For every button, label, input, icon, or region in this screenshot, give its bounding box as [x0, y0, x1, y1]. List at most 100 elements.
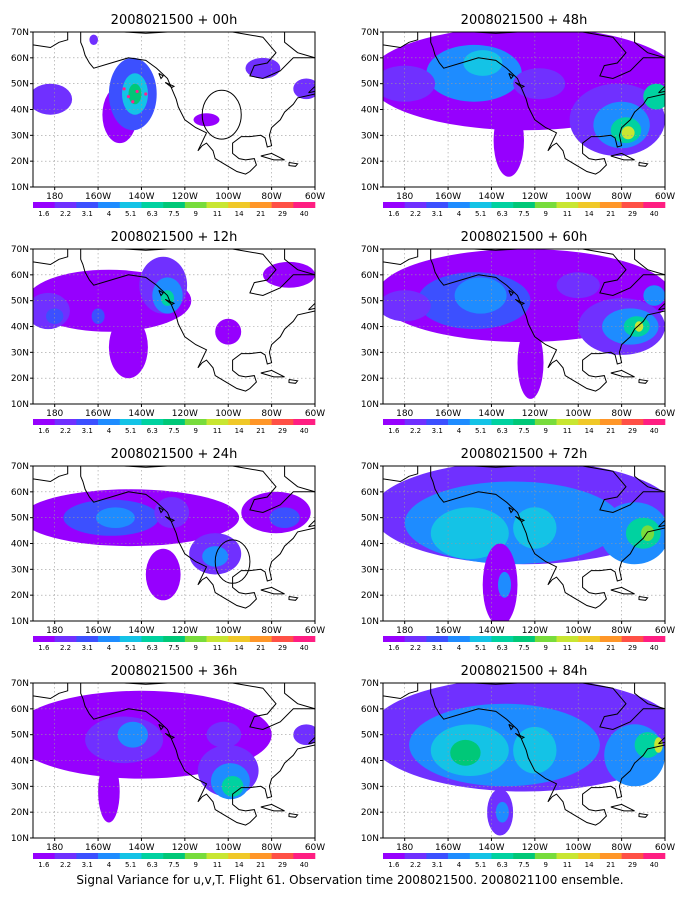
colorbar-swatch	[491, 853, 514, 859]
coastline	[284, 32, 315, 59]
colorbar-swatch	[98, 419, 121, 425]
y-tick-label: 40N	[361, 323, 379, 333]
colorbar-label: 14	[585, 861, 594, 869]
colorbar-swatch	[228, 419, 251, 425]
colorbar-swatch	[534, 419, 557, 425]
x-tick-label: 160W	[85, 626, 111, 636]
map-panel: 2008021500 + 48h 10N 20N 30N 40N 50N 60N 70N 180…	[361, 13, 675, 218]
coastlines	[33, 683, 315, 826]
variance-contour	[621, 126, 635, 140]
variance-contour	[128, 83, 142, 105]
x-tick-label: 60W	[655, 843, 675, 853]
coastline	[638, 379, 649, 384]
colorbar-label: 14	[235, 210, 244, 218]
x-tick-label: 160W	[435, 192, 461, 202]
colorbar-swatch	[643, 853, 666, 859]
coastline	[658, 519, 665, 528]
colorbar-label: 9	[193, 427, 197, 435]
colorbar-label: 9	[543, 210, 547, 218]
y-tick-label: 20N	[11, 157, 29, 167]
coastline	[288, 813, 299, 818]
coastline	[658, 736, 665, 745]
x-tick-label: 120W	[172, 626, 198, 636]
colorbar-swatch	[184, 202, 207, 208]
x-tick-label: 80W	[261, 409, 281, 419]
colorbar-label: 1.6	[388, 861, 400, 869]
y-tick-label: 30N	[361, 348, 379, 358]
x-tick-label: 60W	[655, 192, 675, 202]
map-panel: 2008021500 + 72h 10N 20N 30N 40N 50N 60N 70N 180…	[361, 447, 675, 652]
coastline	[158, 72, 164, 80]
colorbar-swatch	[33, 202, 55, 208]
colorbar-swatch	[249, 636, 272, 642]
colorbar-label: 9	[193, 210, 197, 218]
colorbar-label: 5.1	[475, 644, 486, 652]
variance-contour	[33, 83, 73, 115]
map-panel: 2008021500 + 36h 10N 20N 30N 40N 50N 60N 70N 180…	[11, 664, 325, 869]
coastline	[658, 85, 665, 94]
variance-contour	[454, 277, 507, 314]
y-tick-label: 30N	[361, 782, 379, 792]
colorbar-swatch	[54, 202, 77, 208]
colorbar-label: 14	[235, 644, 244, 652]
colorbar-swatch	[141, 636, 164, 642]
panel-title: 2008021500 + 12h	[111, 230, 238, 245]
x-tick-label: 120W	[522, 626, 548, 636]
y-tick-label: 10N	[11, 400, 29, 410]
colorbar-label: 3.1	[82, 861, 93, 869]
colorbar-label: 6.3	[497, 427, 508, 435]
map-panel: 2008021500 + 24h 10N 20N 30N 40N 50N 60N 70N 180…	[11, 447, 325, 652]
y-tick-label: 70N	[361, 462, 379, 472]
colorbar-label: 1.6	[388, 644, 400, 652]
colorbar-swatch	[599, 202, 622, 208]
colorbar-label: 11	[213, 210, 222, 218]
variance-field	[33, 690, 315, 823]
y-tick-label: 50N	[361, 731, 379, 741]
x-tick-label: 180	[396, 626, 413, 636]
colorbar-swatch	[578, 419, 601, 425]
y-tick-label: 20N	[11, 374, 29, 384]
y-tick-label: 40N	[11, 323, 29, 333]
colorbar-swatch	[556, 853, 579, 859]
colorbar-label: 21	[606, 210, 615, 218]
variance-contour	[117, 721, 148, 748]
colorbar-label: 7.5	[518, 427, 529, 435]
coastline	[508, 72, 514, 80]
colorbar-label: 6.3	[147, 644, 158, 652]
colorbar-swatch	[448, 202, 471, 208]
colorbar-swatch	[98, 636, 121, 642]
colorbar-label: 4	[107, 427, 112, 435]
x-tick-label: 100W	[565, 626, 591, 636]
colorbar-label: 29	[278, 861, 287, 869]
variance-contour	[654, 737, 663, 753]
colorbar-label: 11	[213, 644, 222, 652]
coastline	[284, 683, 315, 710]
x-tick-label: 100W	[215, 409, 241, 419]
colorbar-label: 29	[628, 210, 637, 218]
x-tick-label: 180	[396, 192, 413, 202]
colorbar-swatch	[54, 419, 77, 425]
colorbar-label: 5.1	[475, 427, 486, 435]
colorbar-swatch	[621, 419, 644, 425]
colorbar-label: 40	[300, 210, 309, 218]
colorbar-swatch	[404, 202, 427, 208]
coastline	[430, 683, 665, 826]
colorbar-label: 21	[256, 427, 265, 435]
colorbar-swatch	[621, 636, 644, 642]
colorbar-label: 6.3	[497, 210, 508, 218]
x-tick-label: 120W	[172, 409, 198, 419]
colorbar-label: 11	[213, 861, 222, 869]
x-tick-label: 160W	[435, 409, 461, 419]
colorbar-swatch	[33, 853, 55, 859]
colorbar-label: 11	[213, 427, 222, 435]
coastline	[638, 813, 649, 818]
y-tick-label: 70N	[11, 462, 29, 472]
colorbar-label: 6.3	[497, 644, 508, 652]
y-tick-label: 60N	[361, 54, 379, 64]
colorbar-swatch	[54, 853, 77, 859]
colorbar-swatch	[249, 202, 272, 208]
variance-contour	[108, 316, 148, 379]
x-tick-label: 60W	[305, 626, 325, 636]
x-tick-label: 100W	[215, 626, 241, 636]
